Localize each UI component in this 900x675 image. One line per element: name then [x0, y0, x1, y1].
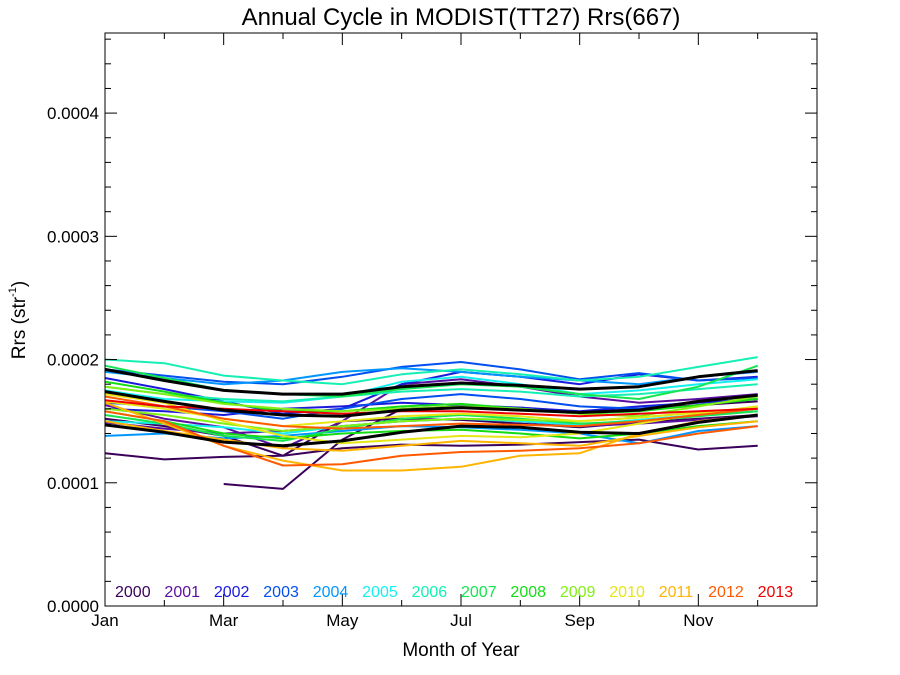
mean-line-3 — [104, 413, 758, 448]
x-tick-label: Sep — [565, 611, 595, 630]
legend-item-2005: 2005 — [362, 584, 398, 601]
series-line-2012-2 — [104, 395, 758, 430]
x-tick-label: May — [326, 611, 359, 630]
y-tick-label: 0.0001 — [47, 474, 99, 493]
y-tick-label: 0.0003 — [47, 227, 99, 246]
legend-item-2006: 2006 — [412, 584, 448, 601]
plot-frame — [104, 32, 818, 607]
series-line-2006-1 — [104, 356, 758, 386]
series-line-2010-1 — [104, 393, 758, 445]
x-tick-label: Jan — [91, 611, 118, 630]
y-axis-label-text: Rrs (str — [9, 296, 30, 360]
legend-item-2013: 2013 — [758, 584, 794, 601]
legend-item-2000: 2000 — [115, 584, 151, 601]
x-tick-label: Jul — [450, 611, 472, 630]
x-tick-label: Nov — [683, 611, 714, 630]
y-axis-label-superscript: -1 — [7, 287, 19, 297]
mean-layer — [104, 367, 758, 448]
series-line-2011-2 — [104, 420, 758, 452]
legend-item-2008: 2008 — [510, 584, 546, 601]
y-tick-label: 0.0002 — [47, 351, 99, 370]
y-axis-label: Rrs (str-1) — [7, 281, 31, 359]
legend-item-2002: 2002 — [214, 584, 250, 601]
legend-item-2007: 2007 — [461, 584, 497, 601]
mean-line-1 — [104, 367, 758, 396]
axis-ticks: Jan Mar May Jul Sep Nov 0.0000 0.0001 0.0002 0.00… — [47, 33, 818, 630]
series-line-2008-1 — [104, 380, 758, 415]
legend: 2000 2001 2002 2003 2004 2005 2006 2007 2008 2009… — [115, 584, 793, 601]
x-axis-label: Month of Year — [402, 640, 520, 661]
legend-item-2012: 2012 — [708, 584, 744, 601]
legend-item-2001: 2001 — [164, 584, 200, 601]
y-tick-label: 0.0004 — [47, 104, 99, 123]
legend-item-2004: 2004 — [313, 584, 349, 601]
series-line-2002-2 — [104, 398, 758, 416]
legend-item-2010: 2010 — [609, 584, 645, 601]
mean-line-2 — [104, 390, 758, 418]
y-axis-label-close: ) — [9, 280, 30, 288]
series-layer — [104, 356, 759, 490]
legend-item-2011: 2011 — [659, 584, 694, 601]
legend-item-2003: 2003 — [263, 584, 299, 601]
legend-item-2009: 2009 — [560, 584, 596, 601]
series-line-2006-2 — [104, 383, 758, 403]
y-tick-label: 0.0000 — [47, 597, 99, 616]
chart-title: Annual Cycle in MODIST(TT27) Rrs(667) — [241, 4, 681, 31]
x-tick-label: Mar — [209, 611, 239, 630]
series-line-2004-1 — [104, 367, 758, 386]
